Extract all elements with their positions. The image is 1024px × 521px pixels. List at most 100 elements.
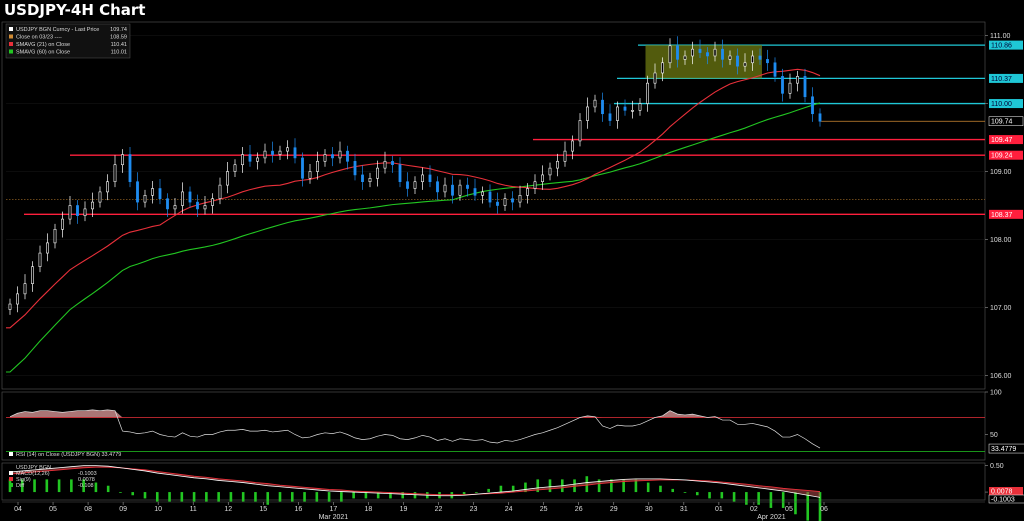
candle-body	[616, 106, 619, 121]
x-tick-label: 15	[259, 506, 267, 513]
x-tick-label: 24	[505, 506, 513, 513]
candle-body	[631, 110, 634, 112]
macd-diff-bar	[634, 479, 638, 493]
candle	[586, 97, 589, 129]
candle	[368, 172, 372, 188]
candle	[98, 186, 102, 208]
candle-body	[586, 106, 589, 121]
candle-body	[68, 205, 72, 220]
x-tick-label: 16	[294, 506, 302, 513]
candle	[38, 245, 42, 273]
candle	[46, 233, 49, 262]
macd-diff-bar	[168, 492, 171, 502]
sma60-line	[6, 102, 821, 373]
x-tick-label: 02	[750, 506, 758, 513]
candle-body	[563, 150, 567, 162]
consolidation-box	[645, 45, 762, 79]
x-tick-label: 26	[575, 506, 583, 513]
candle	[338, 141, 342, 164]
macd-legend-swatch	[9, 471, 13, 475]
candle	[53, 223, 57, 249]
candle-body	[751, 55, 754, 64]
candle	[361, 165, 364, 190]
candle	[263, 143, 267, 164]
panel-frames	[1, 21, 986, 501]
rsi-last-tag-label: 33.4779	[991, 446, 1016, 453]
macd-diff-bar	[806, 492, 810, 521]
candle	[256, 152, 259, 170]
macd-diff-bar	[401, 492, 405, 499]
x-tick-label: 05	[785, 506, 793, 513]
candle-body	[211, 198, 214, 206]
candle	[601, 92, 604, 122]
legend-value: 108.59	[110, 35, 127, 41]
macd-diff-bar	[413, 492, 417, 499]
candle-body	[466, 184, 469, 189]
candle-body	[106, 181, 109, 193]
candle-body	[16, 293, 19, 305]
candle-body	[488, 191, 492, 203]
candle	[743, 53, 747, 72]
candle	[503, 193, 507, 211]
candle	[781, 68, 784, 102]
candle-body	[233, 164, 237, 172]
candle-body	[301, 157, 304, 179]
candle-body	[676, 45, 679, 60]
candle	[773, 57, 777, 82]
candle-body	[623, 106, 627, 111]
legend-value: 109.74	[110, 27, 127, 33]
resistance-tag: 110.86	[989, 40, 1023, 50]
macd-legend-title: USDJPY BGN	[16, 465, 51, 471]
x-tick-label: 01	[715, 506, 723, 513]
candle-body	[323, 154, 327, 162]
legend-label: USDJPY BGN Curncy - Last Price	[16, 27, 99, 33]
macd-diff-bar	[511, 485, 515, 493]
macd-signal-tag-label: 0.0078	[991, 489, 1013, 496]
candle	[331, 147, 334, 167]
macd-diff-bar	[254, 492, 257, 502]
candle	[323, 149, 327, 167]
candle	[698, 39, 702, 59]
candle-body	[683, 55, 687, 60]
macd-diff-bar	[781, 492, 785, 508]
macd-diff-bar	[340, 492, 343, 502]
candle-body	[61, 218, 64, 230]
macd-diff-bar	[180, 492, 184, 502]
legend-value: 110.01	[111, 50, 127, 56]
candle-body	[331, 154, 334, 159]
rsi-overbought-fill	[10, 409, 820, 418]
legend-value: 110.41	[111, 42, 127, 48]
candle	[413, 176, 417, 194]
candle-body	[316, 161, 319, 172]
candle	[76, 200, 79, 224]
macd-diff-bar	[106, 485, 110, 493]
candle-body	[158, 188, 162, 200]
macd-diff-bar	[217, 492, 220, 502]
candle-body	[413, 181, 417, 189]
candle	[713, 41, 717, 62]
rsi-legend-label: RSI (14) on Close (USDJPY BGN) 33.4779	[16, 452, 121, 458]
candle-body	[128, 154, 132, 183]
macd-diff-bar	[131, 492, 135, 496]
candle-body	[451, 184, 454, 196]
candle	[668, 38, 672, 69]
candle-body	[443, 184, 447, 193]
candle-body	[698, 48, 702, 53]
candle	[496, 192, 499, 214]
chart-title: USDJPY-4H Chart	[4, 1, 145, 19]
x-tick-label: 29	[610, 506, 618, 513]
candle-body	[548, 167, 552, 176]
macd-diff-bar	[278, 492, 282, 502]
candle-body	[758, 55, 762, 60]
macd-diff-bar	[94, 482, 98, 493]
macd-diff-bar	[499, 485, 503, 493]
candle	[143, 189, 147, 208]
candle	[406, 172, 409, 197]
candle-body	[113, 164, 117, 183]
candle-body	[436, 181, 439, 193]
candle	[233, 159, 237, 177]
candle	[533, 174, 537, 194]
macd-legend-label: Diff	[16, 483, 25, 489]
